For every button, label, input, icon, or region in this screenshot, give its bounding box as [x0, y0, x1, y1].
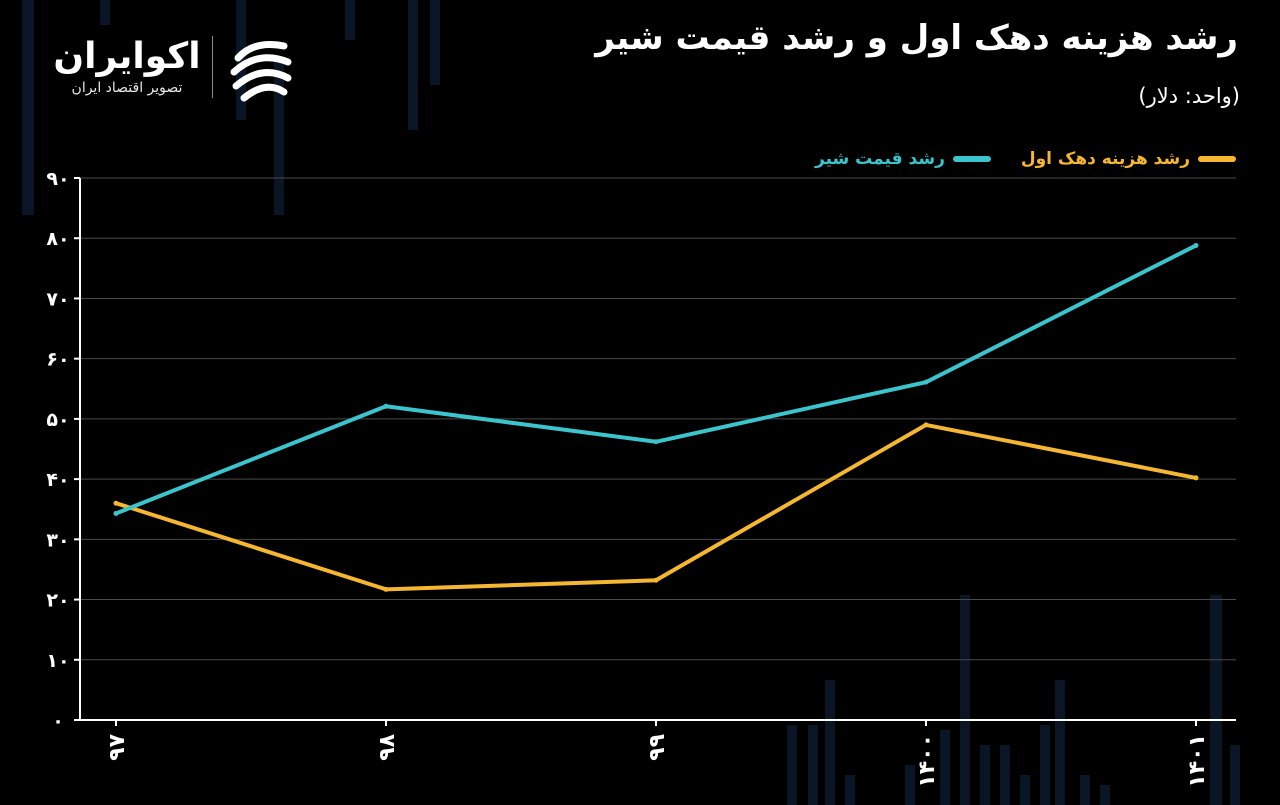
- data-point-decile-0: [113, 500, 119, 506]
- x-tick-label: ۱۴۰۱: [1185, 734, 1210, 788]
- brand-divider: [212, 36, 213, 98]
- chart-subtitle: (واحد: دلار): [1138, 84, 1240, 108]
- data-point-decile-1: [383, 586, 389, 592]
- legend-label-decile: رشد هزینه دهک اول: [1020, 149, 1190, 169]
- legend-item-decile: رشد هزینه دهک اول: [1021, 149, 1236, 169]
- ecoiran-swirl-logo-icon: [230, 41, 292, 102]
- legend-swatch-milk: [952, 156, 991, 162]
- brand-tagline: تصویر اقتصاد ایران: [71, 80, 183, 96]
- y-tick-label: ۶۰: [46, 349, 69, 371]
- brand-name: اکوایران: [53, 36, 201, 77]
- chart-title: رشد هزینه دهک اول و رشد قیمت شیر: [595, 18, 1238, 58]
- data-point-milk-0: [113, 510, 119, 516]
- y-tick-label: ۹۰: [46, 168, 69, 190]
- data-point-milk-3: [923, 379, 929, 385]
- data-point-milk-4: [1193, 242, 1199, 248]
- y-tick-label: ۸۰: [46, 228, 69, 250]
- x-tick-label: ۱۴۰۰: [915, 734, 940, 788]
- legend-item-milk: رشد قیمت شیر: [815, 149, 991, 169]
- x-tick-label: ۹۹: [645, 734, 670, 761]
- data-point-decile-4: [1193, 475, 1199, 481]
- legend-swatch-decile: [1198, 156, 1236, 162]
- data-point-milk-2: [653, 439, 659, 445]
- brand-logo: اکوایران تصویر اقتصاد ایران: [48, 30, 308, 110]
- x-tick-label: ۹۸: [375, 733, 400, 760]
- legend-label-milk: رشد قیمت شیر: [815, 149, 945, 169]
- y-tick-label: ۵۰: [46, 409, 69, 431]
- y-tick-label: ۷۰: [46, 288, 69, 310]
- data-point-milk-1: [383, 403, 389, 409]
- y-tick-label: ۴۰: [46, 469, 69, 491]
- x-tick-label: ۹۷: [105, 733, 130, 760]
- series-line-milk: [114, 243, 1198, 516]
- chart-legend: رشد هزینه دهک اول رشد قیمت شیر: [815, 146, 1236, 172]
- y-tick-label: ۳۰: [46, 529, 69, 551]
- y-tick-label: ۲۰: [46, 590, 69, 612]
- y-tick-label: ۱۰: [46, 650, 69, 672]
- data-point-decile-2: [653, 577, 659, 583]
- data-point-decile-3: [923, 422, 929, 428]
- y-tick-label: ۰: [52, 710, 64, 732]
